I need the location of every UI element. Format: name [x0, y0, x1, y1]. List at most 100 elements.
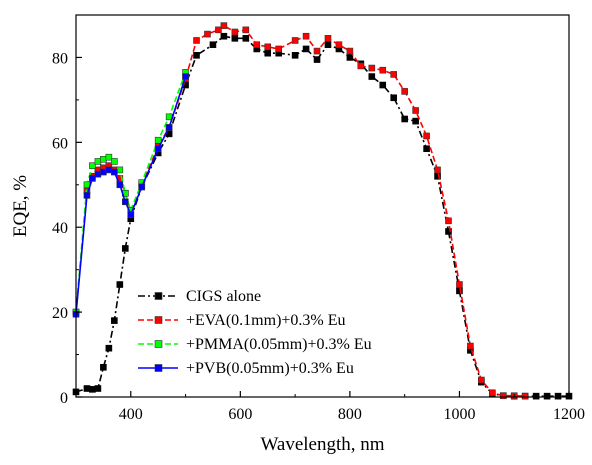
data-point: [231, 28, 239, 36]
legend-label: +EVA(0.1mm)+0.3% Eu: [186, 312, 346, 329]
data-point: [182, 73, 189, 80]
data-point: [220, 22, 228, 29]
series-line: [75, 24, 526, 397]
legend-label: +PMMA(0.05mm)+0.3% Eu: [186, 336, 372, 353]
axes-layer: 400 600 800 1000 1200 0 20 40 60 80: [52, 50, 585, 423]
data-point: [445, 228, 452, 235]
data-point: [204, 30, 211, 38]
y-tick-label: 20: [52, 305, 68, 322]
data-point: [412, 107, 419, 114]
data-point: [543, 392, 551, 400]
data-point: [368, 73, 376, 80]
y-tick-label: 0: [60, 390, 68, 407]
legend-item: CIGS alone: [138, 288, 261, 305]
data-point: [83, 385, 91, 392]
data-point: [105, 166, 113, 174]
series-line: [75, 76, 187, 315]
data-point: [412, 117, 419, 125]
data-point: [193, 37, 200, 44]
series-3: [72, 73, 189, 318]
legend-item: +PVB(0.05mm)+0.3% Eu: [138, 360, 354, 377]
data-point: [122, 198, 129, 206]
data-point: [165, 124, 173, 131]
data-point: [445, 217, 452, 225]
data-point: [242, 26, 250, 34]
data-point: [89, 175, 96, 182]
data-point: [231, 35, 239, 42]
legend-label: +PVB(0.05mm)+0.3% Eu: [186, 360, 354, 377]
data-point: [105, 153, 113, 161]
legend-marker: [154, 340, 163, 348]
data-point: [521, 392, 529, 400]
data-point: [401, 88, 408, 95]
data-point: [111, 158, 118, 165]
data-point: [302, 32, 310, 40]
data-point: [122, 245, 129, 252]
data-point: [532, 392, 540, 400]
y-tick-label: 40: [52, 220, 68, 237]
data-point: [116, 166, 124, 174]
data-point: [357, 62, 365, 70]
data-point: [346, 47, 354, 55]
x-tick-label: 800: [338, 406, 362, 423]
series-line: [75, 72, 187, 313]
x-tick-label: 1200: [553, 406, 585, 423]
data-point: [434, 172, 441, 180]
data-point: [478, 376, 485, 384]
data-point: [313, 47, 321, 55]
data-point: [554, 392, 562, 400]
data-point: [100, 363, 107, 371]
data-point: [220, 32, 228, 40]
data-point: [291, 52, 299, 59]
data-point: [100, 168, 107, 176]
data-point: [324, 35, 332, 42]
data-point: [83, 192, 91, 199]
data-point: [423, 145, 430, 152]
data-point: [116, 281, 124, 288]
data-point: [111, 317, 118, 324]
legend: CIGS alone +EVA(0.1mm)+0.3% Eu +PMMA(0.05m…: [138, 288, 372, 377]
data-point: [489, 389, 496, 397]
data-point: [302, 45, 310, 53]
data-point: [94, 158, 102, 165]
data-point: [379, 81, 387, 89]
y-tick-label: 80: [52, 50, 68, 67]
y-axis-label: EQE, %: [10, 175, 31, 237]
x-tick-label: 400: [119, 406, 143, 423]
data-point: [100, 156, 107, 163]
x-tick-label: 1000: [443, 406, 475, 423]
legend-item: +EVA(0.1mm)+0.3% Eu: [138, 312, 346, 329]
data-point: [456, 287, 463, 295]
data-point: [116, 181, 124, 189]
data-point: [324, 41, 332, 49]
data-point: [390, 71, 398, 78]
plot-frame: [75, 14, 570, 398]
data-point: [291, 37, 299, 44]
data-point: [368, 64, 376, 72]
data-point: [94, 170, 102, 178]
data-point: [467, 342, 474, 350]
data-point: [346, 54, 354, 61]
legend-marker: [154, 364, 163, 372]
data-point: [89, 162, 96, 169]
series-layer: [72, 22, 573, 400]
data-point: [209, 41, 217, 49]
data-point: [275, 45, 282, 53]
data-point: [89, 386, 96, 393]
data-point: [401, 115, 408, 123]
data-point: [111, 168, 118, 176]
data-point: [335, 41, 343, 49]
legend-marker: [154, 316, 163, 324]
y-tick-label: 60: [52, 135, 68, 152]
data-point: [264, 43, 272, 51]
data-point: [264, 49, 272, 57]
series-2: [72, 69, 189, 316]
legend-item: +PMMA(0.05mm)+0.3% Eu: [138, 336, 372, 353]
x-axis-label: Wavelength, nm: [260, 434, 384, 455]
data-point: [456, 281, 463, 288]
legend-marker: [154, 292, 163, 300]
x-tick-label: 600: [228, 406, 252, 423]
data-point: [434, 166, 441, 174]
data-point: [154, 145, 162, 152]
